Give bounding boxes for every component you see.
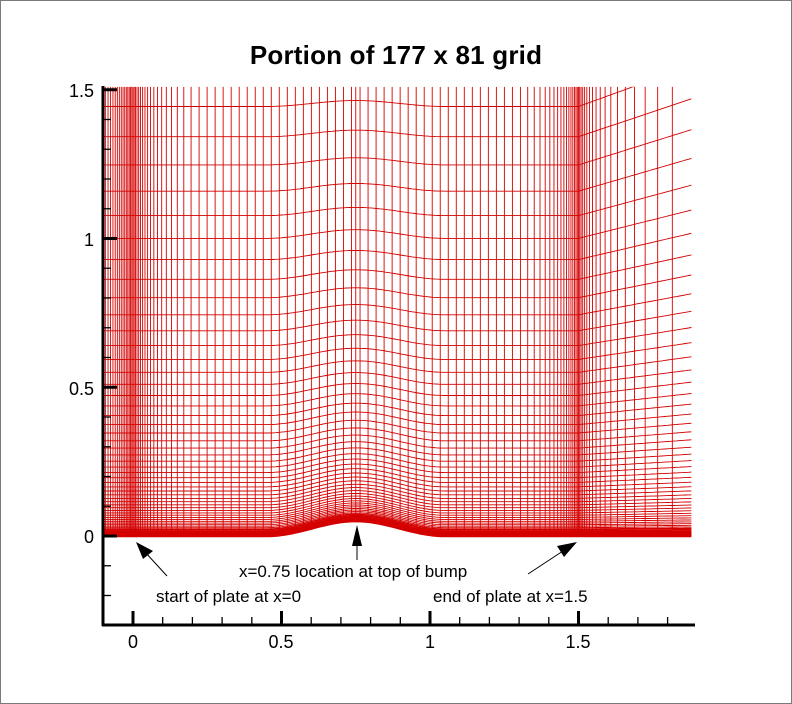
grid-line-horizontal [103, 98, 692, 138]
grid-line-horizontal [103, 453, 692, 468]
grid-line-horizontal [103, 513, 692, 530]
annotations: x=0.75 location at top of bump start of … [136, 525, 588, 606]
grid-line-horizontal [103, 447, 692, 462]
grid-line-horizontal [103, 86, 635, 107]
grid-line-horizontal [103, 490, 692, 506]
grid-line-horizontal [103, 500, 692, 516]
grid-line-horizontal [103, 441, 692, 456]
y-tick-label: 1 [84, 230, 94, 250]
bump-annotation: x=0.75 location at top of bump [239, 562, 467, 581]
grid-line-horizontal [103, 184, 692, 217]
end-annotation: end of plate at x=1.5 [433, 587, 588, 606]
grid-line-horizontal [103, 480, 692, 496]
grid-line-horizontal [103, 508, 692, 524]
grid-line-horizontal [103, 512, 692, 529]
start-arrow-line [144, 551, 168, 577]
y-tick-label: 0.5 [69, 379, 94, 399]
grid-mesh [103, 0, 692, 538]
grid-line-horizontal [103, 502, 692, 518]
grid-line-horizontal [103, 495, 692, 511]
grid-line-horizontal [103, 411, 692, 426]
axes [101, 86, 695, 627]
grid-line-horizontal [103, 419, 692, 434]
bump-arrow-head-icon [352, 525, 362, 546]
grid-line-horizontal [103, 0, 691, 2]
grid-line-horizontal [103, 293, 692, 316]
grid-line-horizontal [103, 327, 692, 347]
x-tick-label: 1.5 [565, 632, 590, 652]
start-annotation: start of plate at x=0 [156, 587, 301, 606]
grid-line-horizontal [103, 274, 692, 299]
end-arrow-line [527, 550, 564, 575]
grid-line-horizontal [103, 369, 692, 385]
grid-line-horizontal [103, 209, 692, 239]
y-tick-label: 1.5 [69, 81, 94, 101]
grid-line-horizontal [103, 129, 692, 166]
grid-line-horizontal [103, 472, 692, 488]
x-tick-label: 0.5 [268, 632, 293, 652]
grid-line-horizontal [103, 157, 692, 192]
grid-line-horizontal [103, 232, 692, 261]
grid-line-horizontal [103, 487, 692, 503]
y-tick-labels: 0 0.5 1 1.5 [69, 81, 94, 547]
grid-line-horizontal [103, 468, 692, 483]
x-tick-label: 1 [425, 632, 435, 652]
grid-line-horizontal [103, 511, 692, 527]
grid-line-horizontal [103, 393, 692, 407]
grid-line-horizontal [103, 434, 692, 449]
grid-line-horizontal [103, 356, 692, 373]
grid-line-horizontal [103, 402, 692, 417]
start-arrow-head-icon [136, 542, 153, 559]
y-tick-label: 0 [84, 527, 94, 547]
grid-line-horizontal [103, 509, 692, 526]
grid-line-horizontal [103, 476, 692, 492]
grid-line-horizontal [103, 514, 692, 531]
grid-line-horizontal [103, 504, 692, 520]
chart-title: Portion of 177 x 81 grid [249, 40, 543, 70]
grid-line-horizontal [103, 492, 692, 509]
x-tick-labels: 0 0.5 1 1.5 [128, 632, 591, 652]
grid-line-horizontal [103, 458, 692, 474]
grid-line-horizontal [103, 254, 692, 280]
wall-boundary [103, 516, 692, 538]
x-tick-label: 0 [128, 632, 138, 652]
grid-line-horizontal [103, 506, 692, 522]
grid-line-horizontal [103, 483, 692, 499]
grid-line-horizontal [103, 310, 692, 332]
grid-line-horizontal [103, 381, 692, 396]
end-arrow-head-icon [557, 542, 577, 557]
grid-line-horizontal [103, 30, 691, 74]
grid-line-horizontal [103, 463, 692, 479]
grid-line-horizontal [103, 498, 692, 514]
grid-line-horizontal [103, 342, 692, 360]
grid-line-horizontal [103, 0, 691, 39]
grid-line-horizontal [103, 427, 692, 442]
